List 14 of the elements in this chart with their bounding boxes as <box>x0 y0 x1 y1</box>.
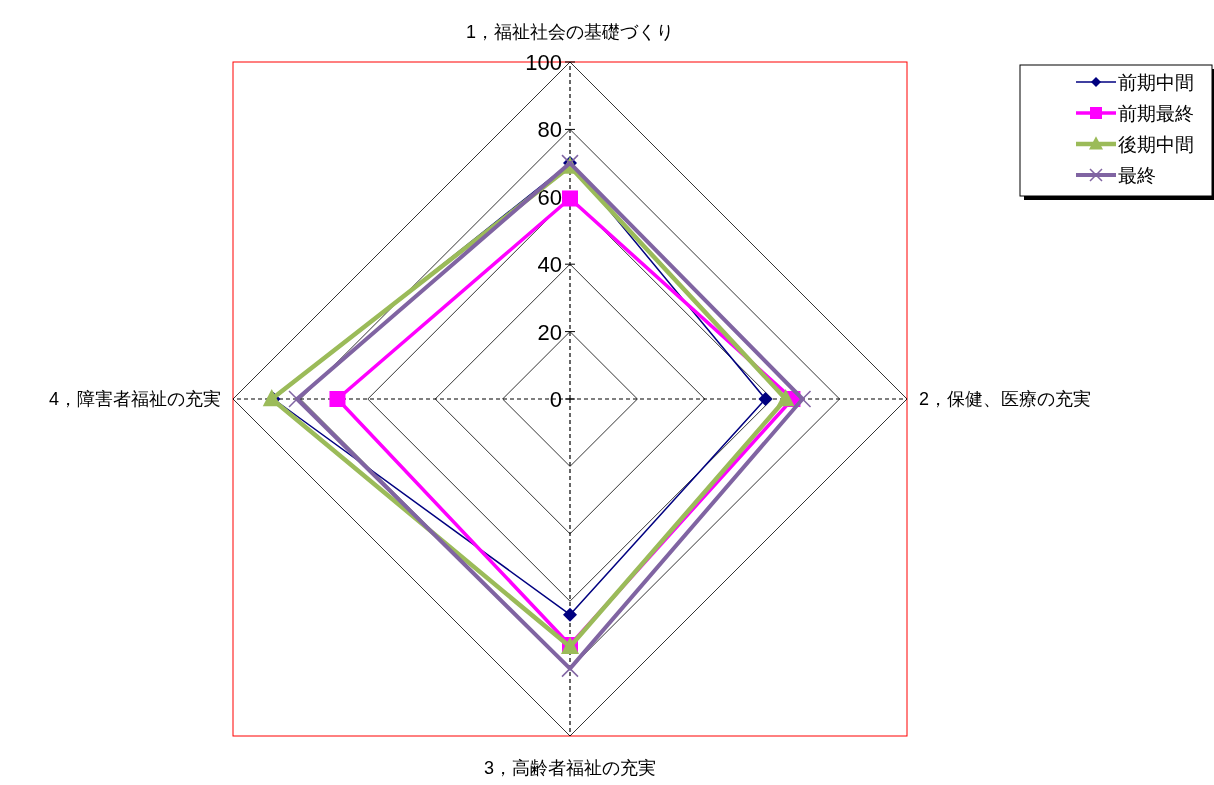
y-tick-label: 60 <box>537 184 562 210</box>
y-tick-label: 40 <box>537 252 562 278</box>
spoke-label: 4，障害者福祉の充実 <box>48 389 221 409</box>
legend-label: 後期中間 <box>1118 134 1194 155</box>
y-tick-label: 0 <box>549 387 562 412</box>
spoke-label: 3，高齢者福祉の充実 <box>483 758 657 778</box>
spoke-label: 2，保健、医療の充実 <box>919 389 1092 409</box>
spoke-label: 1，福祉社会の基礎づくり <box>465 22 675 42</box>
legend-label: 前期最終 <box>1118 103 1194 124</box>
y-tick-label: 80 <box>537 117 562 143</box>
y-tick-label: 20 <box>537 319 562 345</box>
legend-label: 前期中間 <box>1118 72 1194 93</box>
legend-label: 最終 <box>1118 165 1156 186</box>
y-tick-label: 100 <box>525 50 562 75</box>
